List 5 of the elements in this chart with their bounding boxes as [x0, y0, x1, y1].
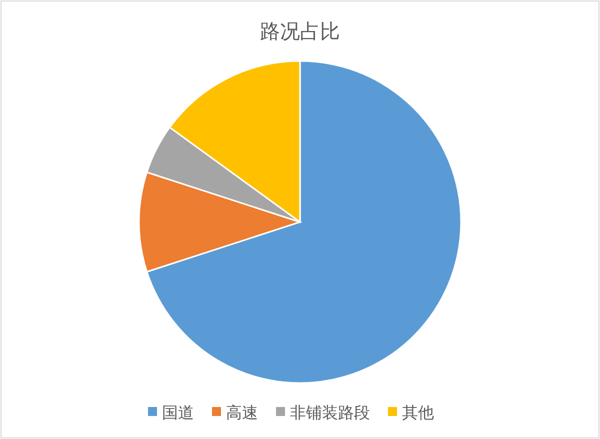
legend-label: 非铺装路段	[290, 403, 370, 422]
legend-label: 国道	[162, 403, 194, 422]
legend-label: 其他	[402, 403, 434, 422]
legend-label: 高速	[226, 403, 258, 422]
chart-title: 路况占比	[260, 19, 340, 43]
